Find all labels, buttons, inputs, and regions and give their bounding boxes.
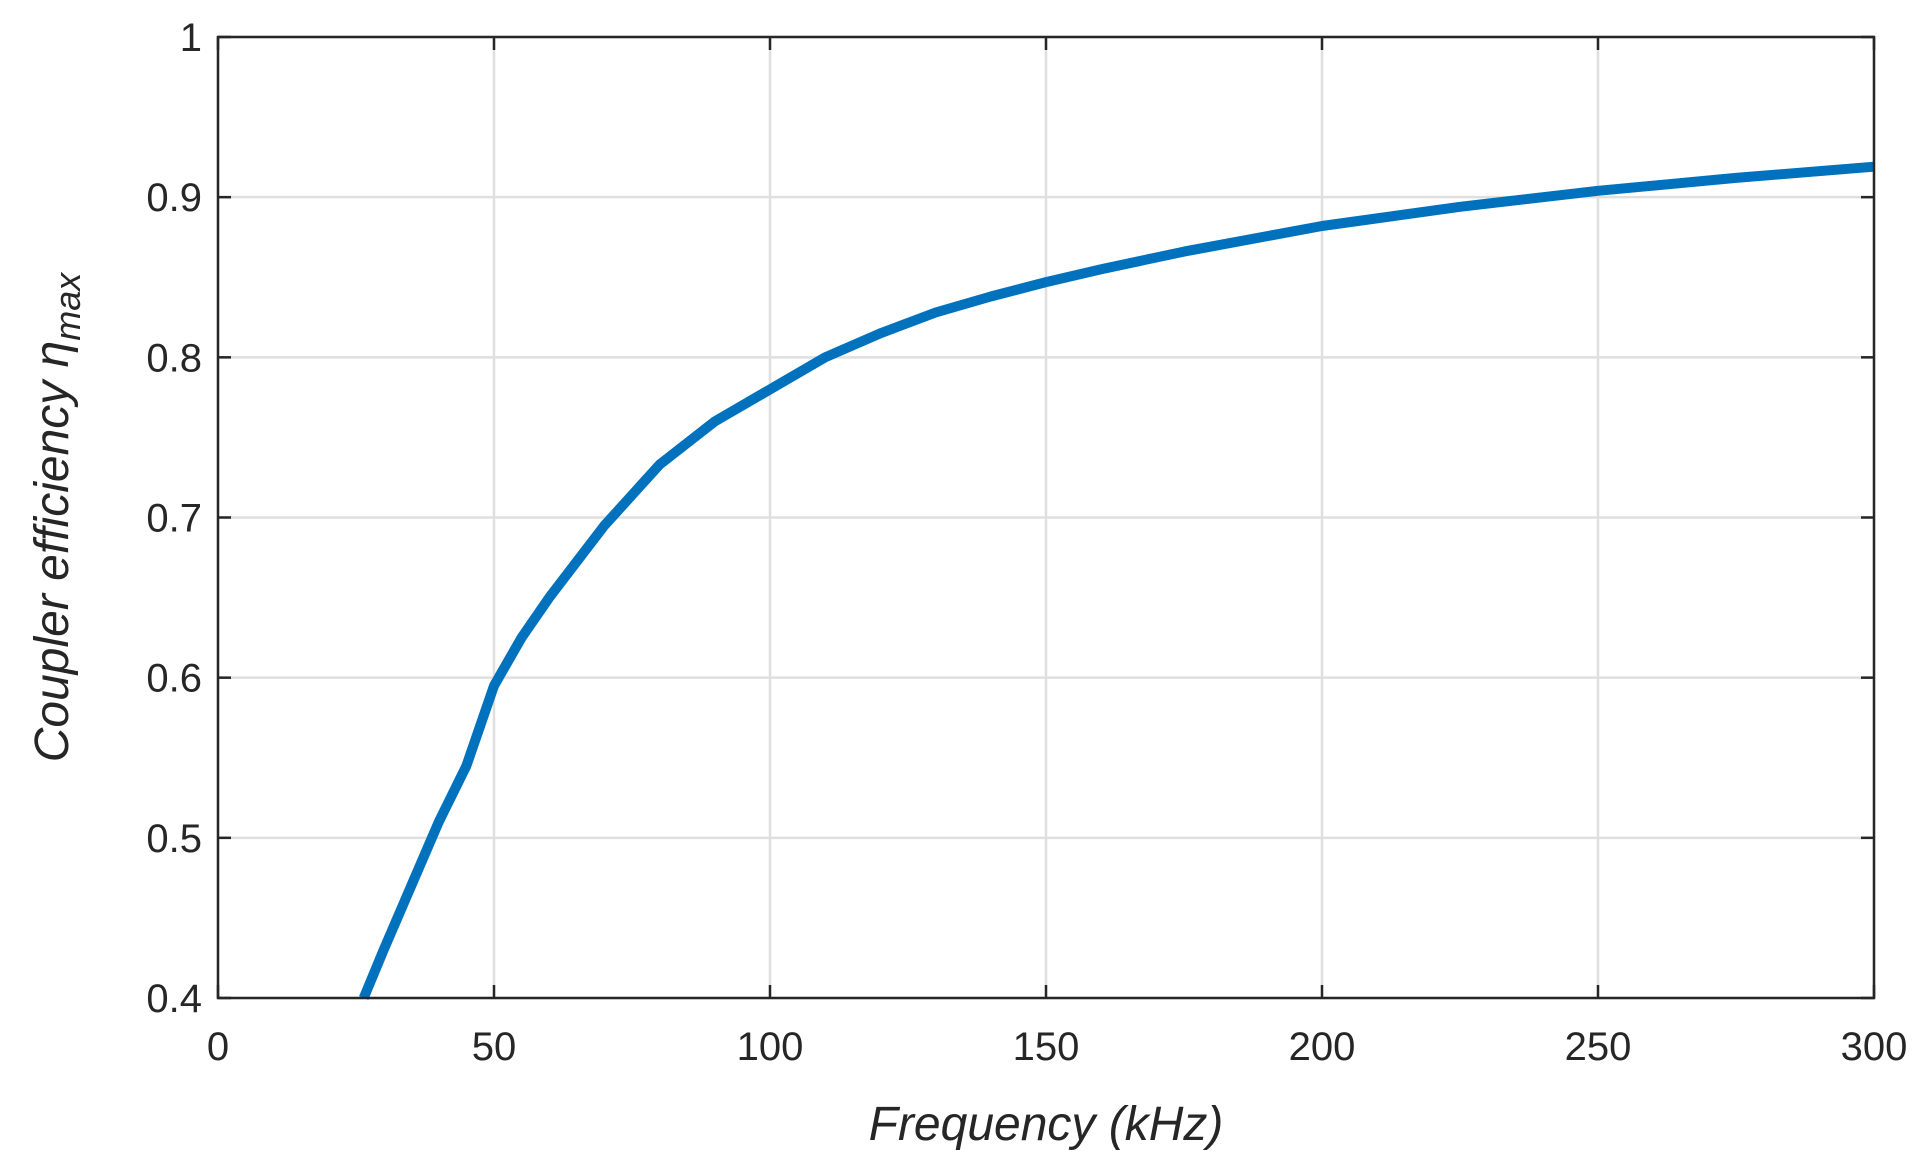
y-tick-label: 0.7	[146, 497, 202, 541]
y-tick-label: 0.8	[146, 336, 202, 380]
x-tick-label: 200	[1289, 1025, 1356, 1069]
x-tick-label: 100	[737, 1025, 804, 1069]
y-axis-title: Coupler efficiency ηmax	[26, 271, 88, 763]
x-tick-label: 0	[207, 1025, 229, 1069]
y-axis-title-main: Coupler efficiency η	[26, 341, 79, 763]
x-tick-label: 250	[1565, 1025, 1632, 1069]
x-axis-title: Frequency (kHz)	[869, 1098, 1224, 1151]
x-tick-labels: 0 50 100 150 200 250 300	[207, 1025, 1908, 1069]
y-tick-label: 0.6	[146, 657, 202, 701]
y-tick-label: 0.5	[146, 817, 202, 861]
y-tick-label: 0.4	[146, 977, 202, 1021]
y-tick-labels: 0.4 0.5 0.6 0.7 0.8 0.9 1	[146, 16, 202, 1021]
y-axis-title-subscript: max	[47, 271, 88, 341]
y-tick-label: 0.9	[146, 176, 202, 220]
series-line	[359, 161, 1875, 1000]
x-tick-label: 50	[472, 1025, 517, 1069]
y-tick-label: 1	[180, 16, 202, 60]
tick-marks	[216, 35, 1876, 1000]
series-layer	[359, 161, 1875, 1000]
x-tick-label: 300	[1841, 1025, 1908, 1069]
x-tick-label: 150	[1013, 1025, 1080, 1069]
